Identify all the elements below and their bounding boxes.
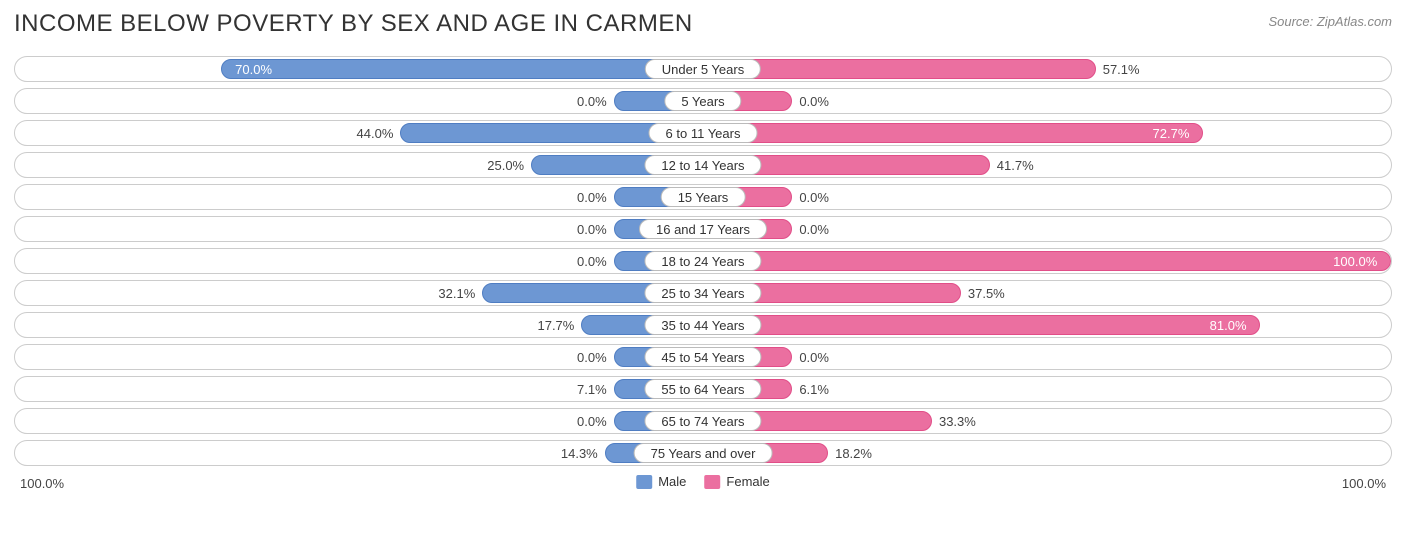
legend-swatch-female — [704, 475, 720, 489]
female-value: 0.0% — [799, 345, 829, 369]
legend-male: Male — [636, 474, 686, 489]
category-label: 55 to 64 Years — [644, 379, 761, 399]
female-value: 81.0% — [1210, 313, 1247, 337]
male-value: 70.0% — [235, 57, 272, 81]
category-label: 18 to 24 Years — [644, 251, 761, 271]
chart-row: 0.0% 0.0% 15 Years — [14, 184, 1392, 210]
category-label: 5 Years — [664, 91, 741, 111]
chart-row: 70.0% 57.1% Under 5 Years — [14, 56, 1392, 82]
female-bar — [703, 123, 1203, 143]
male-value: 0.0% — [577, 249, 607, 273]
female-value: 18.2% — [835, 441, 872, 465]
female-value: 33.3% — [939, 409, 976, 433]
category-label: 25 to 34 Years — [644, 283, 761, 303]
female-value: 0.0% — [799, 217, 829, 241]
male-value: 0.0% — [577, 217, 607, 241]
female-value: 6.1% — [799, 377, 829, 401]
female-value: 72.7% — [1153, 121, 1190, 145]
male-value: 7.1% — [577, 377, 607, 401]
female-value: 37.5% — [968, 281, 1005, 305]
category-label: 35 to 44 Years — [644, 315, 761, 335]
chart-row: 14.3% 18.2% 75 Years and over — [14, 440, 1392, 466]
male-value: 25.0% — [487, 153, 524, 177]
male-bar — [221, 59, 703, 79]
chart-row: 25.0% 41.7% 12 to 14 Years — [14, 152, 1392, 178]
category-label: Under 5 Years — [645, 59, 761, 79]
category-label: 16 and 17 Years — [639, 219, 767, 239]
category-label: 12 to 14 Years — [644, 155, 761, 175]
female-bar — [703, 315, 1260, 335]
chart-row: 7.1% 6.1% 55 to 64 Years — [14, 376, 1392, 402]
category-label: 45 to 54 Years — [644, 347, 761, 367]
chart-header: INCOME BELOW POVERTY BY SEX AND AGE IN C… — [14, 10, 1392, 38]
legend-label-female: Female — [726, 474, 769, 489]
axis-max-right: 100.0% — [1342, 476, 1386, 491]
female-value: 0.0% — [799, 89, 829, 113]
female-value: 57.1% — [1103, 57, 1140, 81]
female-value: 0.0% — [799, 185, 829, 209]
chart-title: INCOME BELOW POVERTY BY SEX AND AGE IN C… — [14, 10, 693, 38]
male-value: 17.7% — [537, 313, 574, 337]
category-label: 15 Years — [661, 187, 746, 207]
chart-footer: 100.0% 100.0% Male Female — [14, 472, 1392, 502]
chart-row: 17.7% 81.0% 35 to 44 Years — [14, 312, 1392, 338]
female-bar — [703, 251, 1391, 271]
chart-row: 44.0% 72.7% 6 to 11 Years — [14, 120, 1392, 146]
category-label: 65 to 74 Years — [644, 411, 761, 431]
legend: Male Female — [636, 474, 770, 489]
male-value: 14.3% — [561, 441, 598, 465]
category-label: 6 to 11 Years — [649, 123, 758, 143]
chart-area: 70.0% 57.1% Under 5 Years 0.0% 0.0% 5 Years 44… — [14, 56, 1392, 466]
chart-source: Source: ZipAtlas.com — [1268, 14, 1392, 29]
chart-row: 0.0% 0.0% 45 to 54 Years — [14, 344, 1392, 370]
male-value: 0.0% — [577, 89, 607, 113]
chart-row: 0.0% 100.0% 18 to 24 Years — [14, 248, 1392, 274]
axis-max-left: 100.0% — [20, 476, 64, 491]
legend-female: Female — [704, 474, 769, 489]
male-value: 44.0% — [357, 121, 394, 145]
male-value: 32.1% — [438, 281, 475, 305]
legend-swatch-male — [636, 475, 652, 489]
female-bar — [703, 59, 1096, 79]
chart-row: 0.0% 0.0% 5 Years — [14, 88, 1392, 114]
male-value: 0.0% — [577, 345, 607, 369]
male-value: 0.0% — [577, 185, 607, 209]
chart-row: 0.0% 33.3% 65 to 74 Years — [14, 408, 1392, 434]
category-label: 75 Years and over — [634, 443, 773, 463]
female-value: 100.0% — [1333, 249, 1377, 273]
chart-row: 0.0% 0.0% 16 and 17 Years — [14, 216, 1392, 242]
female-value: 41.7% — [997, 153, 1034, 177]
chart-row: 32.1% 37.5% 25 to 34 Years — [14, 280, 1392, 306]
legend-label-male: Male — [658, 474, 686, 489]
male-value: 0.0% — [577, 409, 607, 433]
